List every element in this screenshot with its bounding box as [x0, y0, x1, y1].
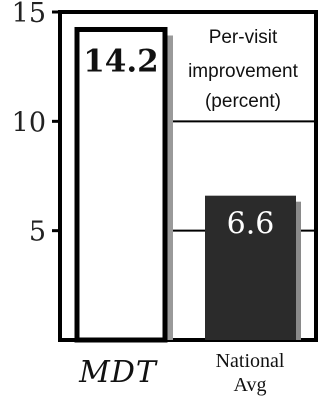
- legend-line-2: improvement: [188, 61, 299, 82]
- value-labels: 14.2 6.6: [83, 43, 274, 241]
- bar-shadow-mdt: [167, 35, 173, 340]
- legend-line-1: Per-visit: [209, 27, 278, 48]
- bars: [74, 26, 301, 343]
- value-label-mdt: 14.2: [83, 43, 159, 79]
- legend: Per-visit improvement (percent): [188, 27, 299, 112]
- bar-mdt: [74, 26, 168, 343]
- y-tick-label-5: 5: [29, 217, 46, 248]
- plot-frame: [58, 10, 318, 342]
- category-label-mdt: MDT: [78, 355, 158, 390]
- y-tick-label-10: 10: [12, 107, 46, 138]
- y-tick-label-15: 15: [12, 0, 46, 29]
- legend-line-3: (percent): [205, 91, 281, 112]
- value-label-national-avg: 6.6: [227, 207, 275, 242]
- y-tick-labels: 5 10 15: [12, 0, 46, 248]
- category-label-national-avg-line-2: Avg: [234, 374, 267, 396]
- bar-shadow-national-avg: [296, 201, 301, 340]
- category-label-national-avg-line-1: National: [216, 350, 285, 372]
- bar-national-avg: [205, 195, 296, 340]
